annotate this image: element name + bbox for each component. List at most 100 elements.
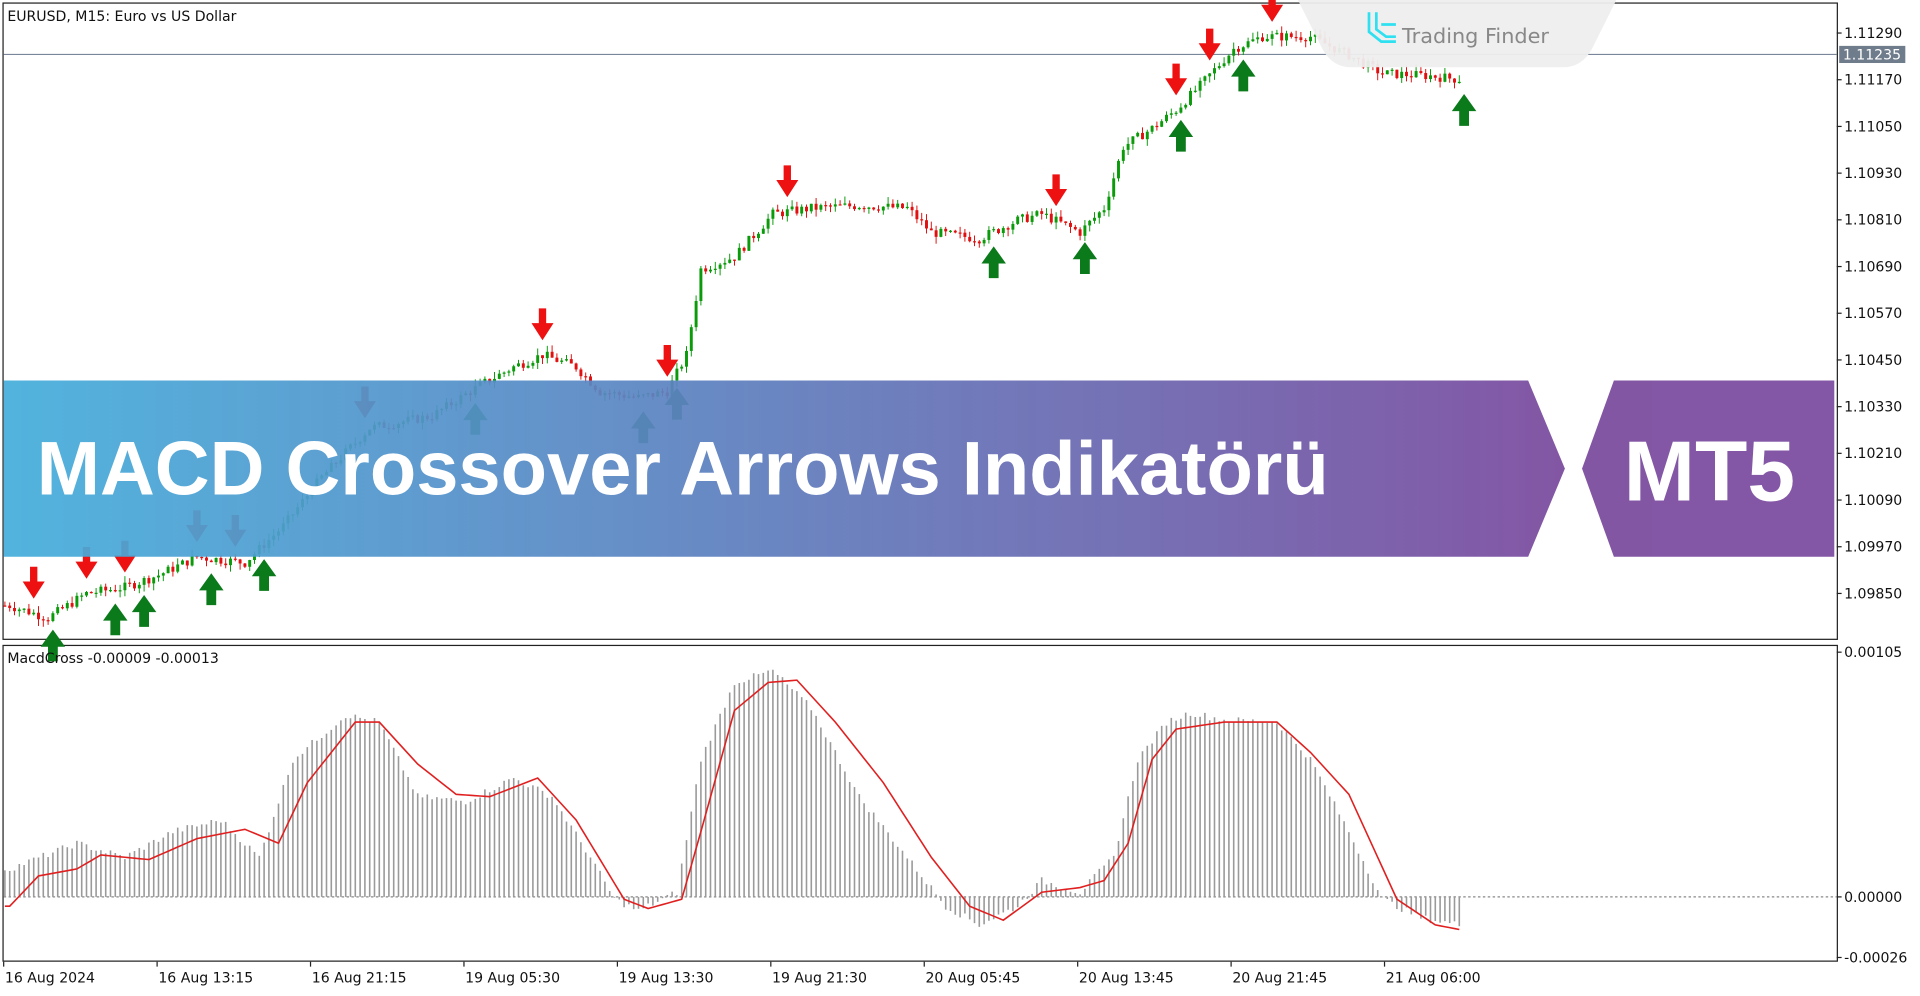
candle: [205, 555, 208, 567]
candle: [17, 607, 21, 617]
macd-tick-label: 0.00000: [1844, 890, 1902, 906]
candle: [824, 201, 828, 212]
candle: [1251, 32, 1255, 42]
candle: [65, 600, 69, 611]
sell-arrow-icon: [1165, 63, 1188, 96]
candle: [1054, 212, 1058, 230]
candle: [521, 359, 525, 372]
candle: [800, 204, 804, 217]
candle: [517, 359, 520, 367]
candle: [1433, 74, 1437, 81]
time-tick-label: 19 Aug 13:30: [619, 971, 714, 987]
candle: [89, 591, 93, 594]
candle: [1309, 31, 1312, 46]
candle: [1448, 72, 1452, 83]
current-price-value: 1.11235: [1843, 47, 1901, 63]
buy-arrow-icon: [103, 603, 128, 636]
candle: [997, 228, 1000, 235]
candle: [929, 221, 933, 231]
candle: [1160, 119, 1164, 128]
candle: [776, 204, 780, 212]
candle: [1400, 66, 1404, 83]
candle: [1169, 108, 1173, 119]
candle: [781, 209, 784, 220]
candle: [1006, 226, 1010, 237]
candle: [1280, 26, 1284, 47]
candle: [51, 611, 55, 623]
candle: [1193, 85, 1197, 93]
candle: [752, 231, 756, 243]
candle: [13, 601, 16, 616]
candle: [1222, 57, 1226, 68]
candle: [1112, 172, 1116, 200]
macd-signal-line: [4, 679, 1460, 931]
candle: [85, 591, 88, 598]
candle: [32, 609, 36, 616]
candle: [147, 575, 151, 588]
candle: [680, 364, 684, 372]
candle: [1429, 69, 1432, 83]
candle: [891, 199, 895, 209]
candle: [1198, 77, 1202, 98]
candle: [1203, 75, 1207, 86]
candle: [1294, 30, 1298, 42]
candle: [766, 213, 770, 234]
candle: [531, 360, 535, 369]
candle: [1126, 137, 1130, 156]
candle: [1385, 70, 1389, 75]
candle: [1208, 73, 1212, 83]
candle: [1289, 31, 1293, 39]
candle: [1150, 125, 1154, 134]
candle: [809, 203, 813, 214]
macd-tick-label: 0.00105: [1844, 645, 1902, 661]
candle: [877, 205, 880, 213]
candle: [1217, 62, 1221, 70]
candle: [157, 569, 160, 582]
time-axis: 16 Aug 2024 16 Aug 13:15 16 Aug 21:15 19 Au…: [3, 961, 1481, 987]
candle: [1265, 34, 1269, 42]
candle: [574, 362, 578, 372]
candle: [1285, 30, 1288, 46]
candle: [814, 197, 818, 217]
candle: [1256, 31, 1260, 44]
price-tick-label: 1.10690: [1844, 259, 1902, 275]
candle: [1131, 136, 1135, 150]
candle: [785, 205, 789, 222]
candle: [728, 253, 732, 264]
candle: [934, 225, 938, 244]
logo-text: Trading Finder: [1401, 24, 1549, 48]
candle: [1165, 111, 1168, 123]
candle: [867, 206, 871, 214]
candle: [1040, 208, 1044, 220]
candle: [977, 240, 981, 248]
candle: [1141, 127, 1144, 140]
candle: [1237, 45, 1240, 56]
candle: [109, 586, 112, 593]
buy-arrow-icon: [1451, 94, 1477, 126]
candle: [1395, 69, 1399, 80]
time-tick-label: 20 Aug 21:45: [1232, 971, 1327, 987]
candle: [545, 345, 549, 364]
macd-axis: 0.00105 0.00000 -0.00026: [1836, 645, 1907, 966]
candle: [70, 596, 74, 609]
candle: [1453, 78, 1456, 89]
candle: [209, 559, 213, 563]
candle: [104, 583, 108, 597]
candle: [1213, 63, 1216, 80]
candle: [1390, 68, 1394, 76]
candle: [166, 564, 170, 574]
sell-arrow-icon: [75, 546, 98, 579]
candle: [512, 364, 516, 376]
candle: [747, 235, 751, 251]
candle: [939, 226, 943, 238]
indicator-pane[interactable]: [2, 644, 1838, 962]
candle: [8, 602, 12, 612]
candle: [1136, 131, 1140, 138]
candle: [536, 348, 540, 370]
candle: [920, 212, 924, 226]
candle: [497, 369, 501, 380]
candle: [1059, 210, 1063, 223]
sell-arrow-icon: [1198, 28, 1221, 61]
candle: [176, 558, 180, 574]
